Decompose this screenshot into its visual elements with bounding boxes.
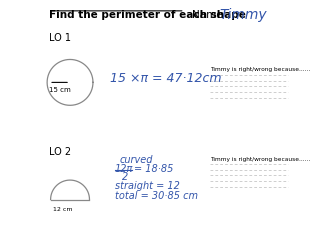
Text: curved: curved — [120, 155, 154, 165]
Text: Timmy: Timmy — [220, 8, 267, 22]
Text: straight = 12: straight = 12 — [115, 181, 180, 191]
Text: Timmy is right/wrong because......: Timmy is right/wrong because...... — [210, 157, 310, 162]
Text: 12π: 12π — [115, 164, 133, 174]
Text: 2: 2 — [122, 172, 128, 182]
Text: total = 30·85 cm: total = 30·85 cm — [115, 191, 198, 201]
Text: 12 cm: 12 cm — [53, 207, 73, 212]
Text: LO 1: LO 1 — [49, 33, 71, 43]
Text: 15 cm: 15 cm — [49, 87, 71, 93]
Text: 15 ×π = 47·12cm: 15 ×π = 47·12cm — [110, 72, 221, 85]
Text: Timmy is right/wrong because......: Timmy is right/wrong because...... — [210, 68, 310, 72]
Text: Find the perimeter of each shape: Find the perimeter of each shape — [49, 10, 246, 20]
Text: Name: Name — [192, 10, 223, 20]
Text: = 18·85: = 18·85 — [134, 164, 173, 174]
Text: LO 2: LO 2 — [49, 147, 71, 157]
